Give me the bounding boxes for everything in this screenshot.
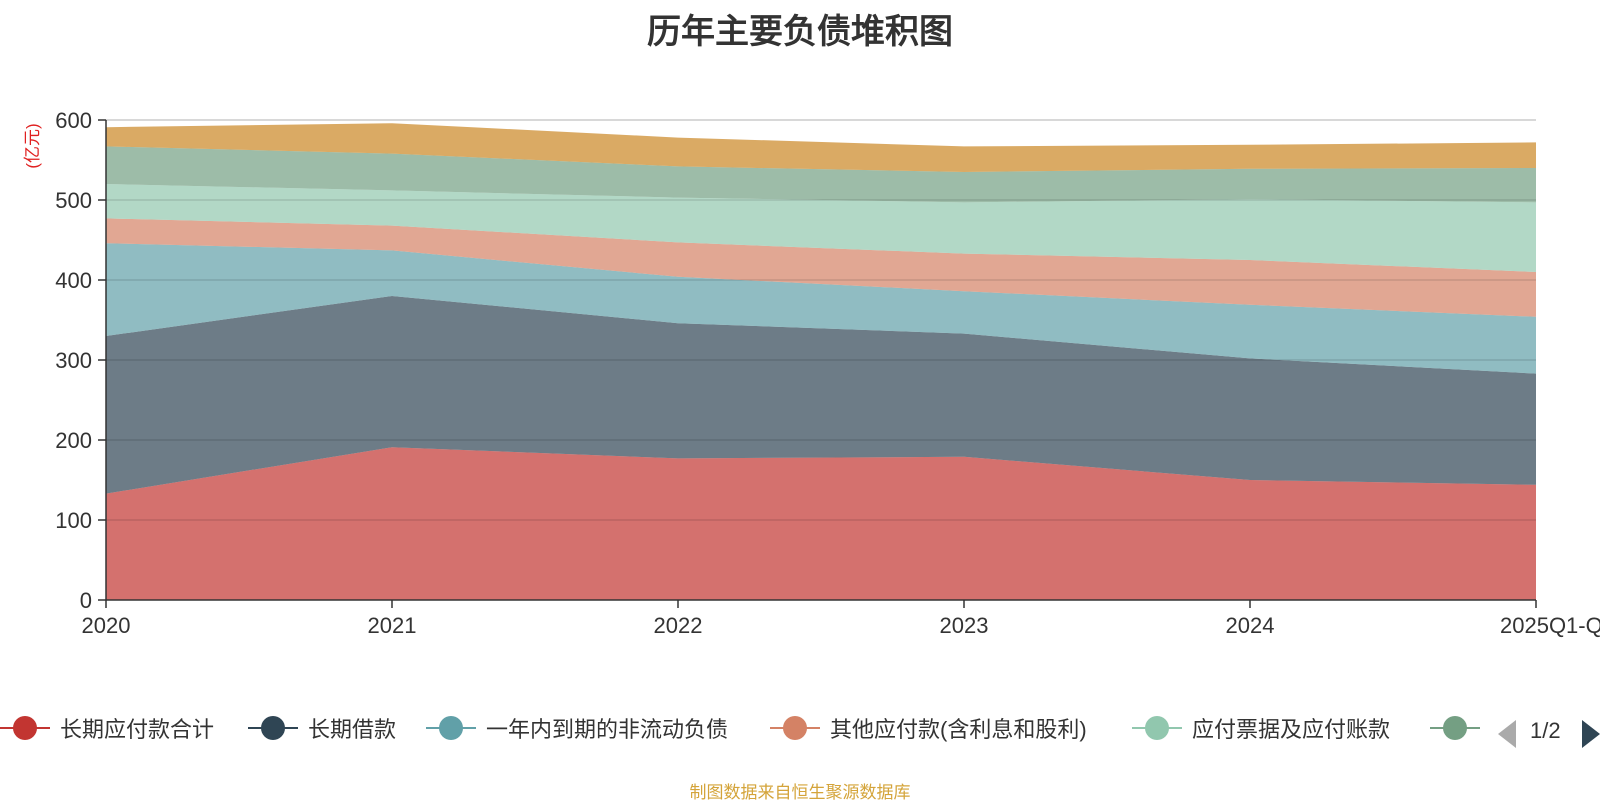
legend-marker-icon (1132, 712, 1182, 744)
area-series-3 (106, 218, 1536, 317)
stacked-area-chart: 0 100 200 300 400 500 600 2020 2021 2022 2023 2024 2… (23, 108, 1600, 638)
x-tick-label: 2022 (654, 613, 703, 638)
y-tick-label: 300 (55, 348, 92, 373)
area-series-1 (106, 296, 1536, 494)
y-tick-label: 0 (80, 588, 92, 613)
area-series-0 (106, 447, 1536, 600)
y-tick-label: 100 (55, 508, 92, 533)
x-tick-label: 2025Q1-Q3 (1500, 613, 1600, 638)
x-tick-label: 2023 (940, 613, 989, 638)
legend-dot (13, 716, 37, 740)
area-series-2 (106, 243, 1536, 374)
legend-marker-icon (1430, 712, 1480, 744)
legend-dot (1443, 716, 1467, 740)
y-axis-unit-label: (亿元) (23, 123, 42, 168)
legend-dot (783, 716, 807, 740)
y-tick-label: 400 (55, 268, 92, 293)
area-series-5 (106, 146, 1536, 203)
legend-label: 应付票据及应付账款 (1192, 717, 1391, 742)
chart-title: 历年主要负债堆积图 (647, 13, 953, 51)
legend-item-0[interactable]: 长期应付款合计 (0, 712, 214, 744)
legend-marker-icon (770, 712, 820, 744)
source-note: 制图数据来自恒生聚源数据库 (689, 783, 911, 802)
legend: 长期应付款合计 长期借款 一年内到期的非流动负债 其他应付款(含利息和股利) 应… (0, 712, 1600, 752)
legend-prev-page-icon[interactable] (1498, 720, 1516, 748)
x-tick-label: 2021 (368, 613, 417, 638)
legend-item-2[interactable]: 一年内到期的非流动负债 (426, 712, 728, 744)
legend-dot (261, 716, 285, 740)
legend-label: 一年内到期的非流动负债 (486, 717, 729, 742)
legend-next-page-icon[interactable] (1582, 720, 1600, 748)
legend-dot (439, 716, 463, 740)
legend-label: 长期应付款合计 (60, 717, 215, 742)
area-series-4 (106, 184, 1536, 272)
legend-item-4[interactable]: 应付票据及应付账款 (1132, 712, 1390, 744)
legend-label: 其他应付款(含利息和股利) (830, 717, 1087, 742)
legend-label: 长期借款 (308, 717, 397, 742)
legend-item-3[interactable]: 其他应付款(含利息和股利) (770, 712, 1087, 744)
legend-marker-icon (0, 712, 50, 744)
y-tick-label: 500 (55, 188, 92, 213)
legend-marker-icon (248, 712, 298, 744)
area-series-6 (106, 123, 1536, 172)
y-tick-label: 600 (55, 108, 92, 133)
legend-item-1[interactable]: 长期借款 (248, 712, 396, 744)
x-tick-label: 2024 (1226, 613, 1275, 638)
y-tick-label: 200 (55, 428, 92, 453)
x-tick-label: 2020 (82, 613, 131, 638)
legend-item-5[interactable] (1430, 712, 1480, 744)
legend-marker-icon (426, 712, 476, 744)
legend-dot (1145, 716, 1169, 740)
legend-page-indicator: 1/2 (1530, 718, 1561, 743)
